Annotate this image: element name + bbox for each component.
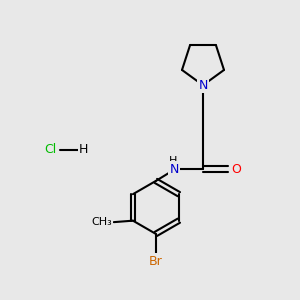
Text: H: H xyxy=(169,156,177,166)
Text: H: H xyxy=(79,143,88,157)
Text: O: O xyxy=(231,163,241,176)
Text: N: N xyxy=(169,163,179,176)
Text: CH₃: CH₃ xyxy=(91,217,112,227)
Text: Cl: Cl xyxy=(44,143,56,157)
Text: Br: Br xyxy=(149,255,163,268)
Text: N: N xyxy=(198,79,208,92)
